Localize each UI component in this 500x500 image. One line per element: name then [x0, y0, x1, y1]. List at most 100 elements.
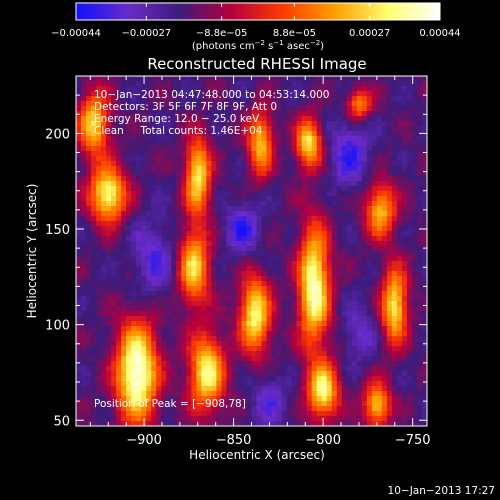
heatmap-cell	[176, 366, 182, 372]
heatmap-cell	[91, 181, 97, 187]
heatmap-cell	[266, 111, 272, 117]
heatmap-cell	[151, 76, 157, 82]
heatmap-cell	[196, 176, 202, 182]
colorbar-gradient	[76, 3, 440, 20]
heatmap-cell	[391, 191, 398, 197]
heatmap-cell	[401, 226, 408, 232]
heatmap-cell	[321, 226, 328, 232]
heatmap-cell	[261, 411, 267, 417]
heatmap-cell	[271, 346, 277, 352]
heatmap-cell	[266, 131, 272, 137]
heatmap-cell	[76, 336, 82, 342]
heatmap-cell	[136, 201, 142, 207]
annotation-block: 10−Jan−2013 04:47:48.000 to 04:53:14.000…	[94, 89, 330, 410]
heatmap-cell	[306, 161, 313, 167]
heatmap-cell	[196, 216, 202, 222]
heatmap-cell	[186, 306, 192, 312]
heatmap-cell	[116, 281, 122, 287]
heatmap-cell	[236, 91, 242, 97]
heatmap-cell	[336, 311, 343, 317]
heatmap-cell	[226, 176, 232, 182]
heatmap-cell	[111, 241, 117, 247]
heatmap-cell	[376, 186, 383, 192]
heatmap-cell	[251, 406, 257, 412]
heatmap-cell	[106, 331, 112, 337]
heatmap-cell	[176, 76, 182, 82]
heatmap-cell	[291, 276, 297, 282]
heatmap-cell	[376, 251, 383, 257]
heatmap-cell	[211, 156, 217, 162]
heatmap-cell	[211, 166, 217, 172]
heatmap-cell	[391, 291, 398, 297]
heatmap-cell	[136, 241, 142, 247]
heatmap-cell	[246, 341, 252, 347]
heatmap-cell	[271, 166, 277, 172]
heatmap-cell	[241, 311, 247, 317]
heatmap-cell	[406, 246, 413, 252]
heatmap-cell	[361, 256, 368, 262]
heatmap-cell	[226, 261, 232, 267]
heatmap-cell	[186, 76, 192, 82]
heatmap-cell	[371, 316, 378, 322]
heatmap-cell	[101, 226, 107, 232]
heatmap-cell	[181, 81, 187, 87]
heatmap-cell	[256, 166, 262, 172]
heatmap-cell	[216, 216, 222, 222]
heatmap-cell	[196, 416, 202, 422]
heatmap-cell	[151, 326, 157, 332]
heatmap-cell	[361, 416, 368, 422]
heatmap-cell	[286, 241, 292, 247]
heatmap-cell	[311, 256, 318, 262]
heatmap-cell	[206, 201, 212, 207]
heatmap-cell	[176, 251, 182, 257]
heatmap-cell	[416, 316, 423, 322]
annotation-clean-counts: Clean Total counts: 1.46E+04	[94, 125, 263, 137]
heatmap-cell	[256, 231, 262, 237]
heatmap-cell	[86, 261, 92, 267]
heatmap-cell	[206, 206, 212, 212]
heatmap-cell	[141, 111, 147, 117]
heatmap-cell	[236, 421, 242, 427]
heatmap-cell	[316, 361, 323, 367]
heatmap-cell	[316, 341, 323, 347]
heatmap-cell	[141, 156, 147, 162]
heatmap-cell	[281, 296, 287, 302]
heatmap-cell	[341, 401, 348, 407]
heatmap-cell	[261, 256, 267, 262]
heatmap-cell	[146, 141, 152, 147]
heatmap-cell	[186, 101, 192, 107]
heatmap-cell	[371, 376, 378, 382]
heatmap-cell	[411, 311, 418, 317]
heatmap-cell	[406, 346, 413, 352]
heatmap-cell	[241, 191, 247, 197]
heatmap-cell	[301, 401, 307, 407]
heatmap-cell	[86, 81, 92, 87]
heatmap-cell	[376, 256, 383, 262]
heatmap-cell	[281, 366, 287, 372]
heatmap-cell	[286, 316, 292, 322]
heatmap-cell	[216, 96, 222, 102]
heatmap-cell	[211, 386, 217, 392]
heatmap-cell	[191, 106, 197, 112]
heatmap-cell	[186, 246, 192, 252]
heatmap-cell	[236, 166, 242, 172]
heatmap-cell	[391, 311, 398, 317]
heatmap-cell	[391, 236, 398, 242]
heatmap-cell	[196, 341, 202, 347]
heatmap-cell	[321, 186, 328, 192]
heatmap-cell	[271, 161, 277, 167]
heatmap-cell	[176, 196, 182, 202]
heatmap-cell	[406, 256, 413, 262]
heatmap-cell	[136, 411, 142, 417]
heatmap-cell	[311, 91, 318, 97]
heatmap-cell	[166, 346, 172, 352]
heatmap-cell	[371, 116, 378, 122]
heatmap-cell	[386, 296, 393, 302]
heatmap-cell	[261, 286, 267, 292]
heatmap-cell	[291, 191, 297, 197]
heatmap-cell	[311, 276, 318, 282]
heatmap-cell	[86, 216, 92, 222]
heatmap-cell	[121, 81, 127, 87]
heatmap-cell	[91, 191, 97, 197]
heatmap-cell	[176, 241, 182, 247]
